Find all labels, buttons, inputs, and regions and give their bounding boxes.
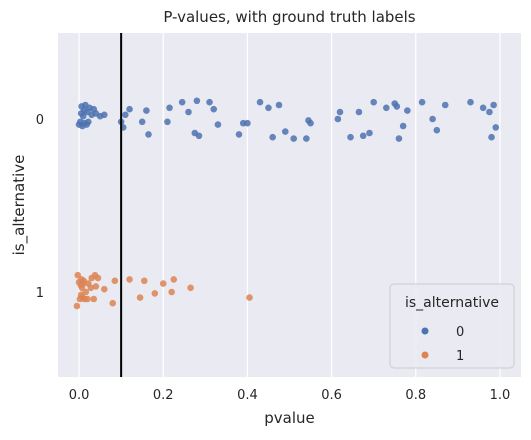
data-point-0: [393, 103, 401, 110]
data-point-0: [486, 108, 493, 116]
data-point-0: [275, 101, 283, 109]
data-point-0: [479, 104, 487, 112]
data-point-0: [355, 108, 363, 116]
data-point-1: [111, 277, 119, 285]
data-point-0: [214, 121, 222, 128]
legend: is_alternative 0 1: [389, 283, 515, 369]
y-axis-label: is_alternative: [10, 155, 29, 256]
data-point-0: [101, 111, 108, 119]
data-point-0: [79, 112, 87, 120]
data-point-1: [101, 285, 108, 293]
legend-label-1: 1: [456, 349, 464, 364]
data-point-0: [281, 128, 289, 135]
data-point-0: [178, 98, 186, 106]
y-tick-label: 0: [36, 113, 44, 128]
data-point-0: [210, 105, 218, 113]
data-point-0: [269, 133, 276, 141]
data-point-0: [395, 135, 403, 142]
legend-title: is_alternative: [405, 295, 499, 311]
data-point-0: [467, 98, 474, 106]
data-point-1: [140, 277, 148, 285]
data-point-1: [170, 276, 178, 283]
data-point-0: [244, 119, 251, 127]
data-point-0: [307, 119, 314, 127]
data-point-1: [87, 284, 95, 292]
data-point-0: [404, 107, 411, 114]
data-point-0: [303, 135, 310, 142]
data-point-0: [256, 98, 264, 106]
data-point-0: [366, 129, 373, 137]
data-point-0: [235, 131, 243, 138]
data-point-0: [336, 108, 344, 116]
data-point-0: [359, 132, 367, 140]
chart-title: P-values, with ground truth labels: [163, 8, 415, 26]
data-point-1: [82, 288, 90, 296]
data-point-0: [441, 101, 449, 109]
y-tick-labels: 01: [36, 113, 44, 301]
data-point-0: [418, 98, 426, 106]
data-point-0: [334, 115, 342, 123]
data-point-0: [85, 118, 92, 126]
data-point-0: [490, 101, 497, 109]
data-point-0: [166, 104, 173, 112]
data-point-0: [383, 104, 390, 112]
data-point-0: [265, 104, 272, 112]
data-point-0: [433, 126, 441, 134]
data-point-0: [143, 107, 150, 114]
legend-marker-0: [421, 327, 429, 335]
x-tick-labels: 0.0 0.2 0.4 0.6 0.8 1.0: [69, 388, 511, 403]
data-point-1: [109, 299, 117, 307]
x-tick-label: 1.0: [490, 388, 511, 403]
data-point-1: [136, 294, 144, 301]
data-point-0: [195, 132, 203, 140]
legend-box: [389, 283, 515, 369]
data-point-1: [168, 288, 175, 296]
data-point-0: [185, 108, 192, 116]
data-point-1: [94, 274, 102, 282]
data-point-1: [187, 284, 194, 292]
data-point-1: [74, 271, 82, 279]
data-point-1: [126, 276, 133, 283]
data-point-1: [84, 295, 91, 303]
data-point-0: [429, 115, 436, 123]
data-point-0: [290, 135, 298, 142]
data-point-1: [90, 295, 98, 303]
x-axis-label: pvalue: [264, 409, 315, 427]
data-point-0: [164, 118, 171, 126]
data-point-0: [347, 133, 354, 141]
data-point-0: [488, 133, 495, 141]
data-point-0: [206, 98, 213, 106]
data-point-1: [159, 280, 167, 287]
data-point-0: [145, 131, 152, 138]
y-tick-label: 1: [36, 286, 44, 301]
data-point-0: [138, 118, 146, 126]
data-points: [73, 97, 500, 310]
data-point-0: [399, 122, 407, 130]
data-point-1: [73, 302, 81, 310]
data-point-0: [370, 98, 377, 106]
data-point-1: [92, 283, 100, 290]
x-tick-label: 0.0: [69, 388, 90, 403]
data-point-0: [193, 97, 201, 105]
data-point-0: [126, 105, 133, 113]
x-tick-label: 0.4: [237, 388, 258, 403]
data-point-1: [246, 294, 253, 301]
x-tick-label: 0.8: [405, 388, 426, 403]
legend-marker-1: [421, 351, 429, 359]
x-tick-label: 0.2: [153, 388, 174, 403]
x-tick-label: 0.6: [321, 388, 342, 403]
data-point-1: [151, 290, 159, 297]
data-point-0: [122, 111, 129, 119]
legend-label-0: 0: [456, 325, 464, 340]
data-point-0: [492, 124, 500, 131]
